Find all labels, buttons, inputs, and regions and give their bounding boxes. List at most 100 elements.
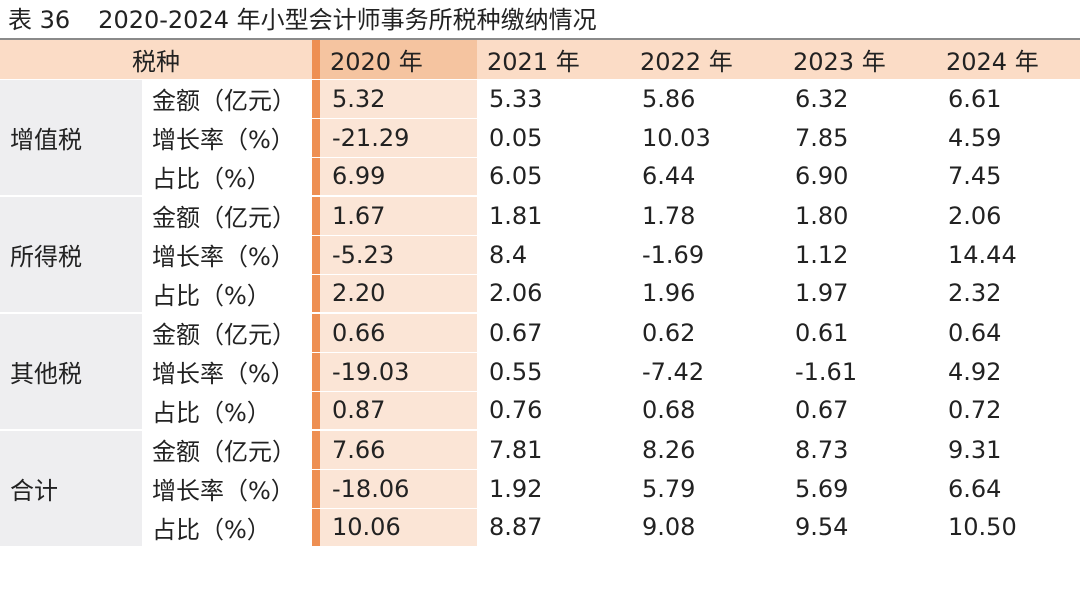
value-cell: 7.85	[783, 118, 936, 158]
metric-cell: 占比（%）	[142, 157, 312, 197]
accent-bar	[312, 118, 320, 158]
metric-cell: 增长率（%）	[142, 469, 312, 509]
table-row: 占比（%） 2.20 2.06 1.96 1.97 2.32	[0, 274, 1080, 314]
table-row: 增长率（%） -19.03 0.55 -7.42 -1.61 4.92	[0, 352, 1080, 392]
value-cell: 10.03	[630, 118, 783, 158]
value-cell: 1.67	[320, 196, 477, 236]
value-cell: 2.32	[936, 274, 1080, 314]
accent-bar	[312, 235, 320, 275]
value-cell: 0.05	[477, 118, 630, 158]
accent-bar	[312, 508, 320, 548]
value-cell: 5.86	[630, 79, 783, 119]
table-number: 表 36	[8, 6, 71, 34]
value-cell: -1.61	[783, 352, 936, 392]
metric-cell: 金额（亿元）	[142, 313, 312, 353]
tax-category-cell: 增值税	[0, 79, 142, 197]
value-cell: 0.55	[477, 352, 630, 392]
value-cell: 0.76	[477, 391, 630, 431]
table-row: 增长率（%） -21.29 0.05 10.03 7.85 4.59	[0, 118, 1080, 158]
year-header: 2020 年	[320, 40, 477, 80]
metric-cell: 增长率（%）	[142, 352, 312, 392]
year-header: 2024 年	[936, 40, 1080, 80]
tax-type-header: 税种	[0, 40, 312, 80]
metric-cell: 金额（亿元）	[142, 196, 312, 236]
value-cell: 4.59	[936, 118, 1080, 158]
value-cell: 0.87	[320, 391, 477, 431]
value-cell: 2.06	[936, 196, 1080, 236]
tax-table-container: 税种 2020 年 2021 年 2022 年 2023 年 2024 年 增值…	[0, 40, 1080, 548]
accent-bar	[312, 79, 320, 119]
value-cell: 6.61	[936, 79, 1080, 119]
value-cell: 7.81	[477, 430, 630, 470]
year-header: 2022 年	[630, 40, 783, 80]
value-cell: 6.90	[783, 157, 936, 197]
value-cell: 0.68	[630, 391, 783, 431]
table-title: 2020-2024 年小型会计师事务所税种缴纳情况	[98, 6, 597, 34]
value-cell: -7.42	[630, 352, 783, 392]
value-cell: -19.03	[320, 352, 477, 392]
tax-category-cell: 所得税	[0, 196, 142, 314]
value-cell: 10.50	[936, 508, 1080, 548]
value-cell: 5.79	[630, 469, 783, 509]
value-cell: 1.81	[477, 196, 630, 236]
year-header: 2021 年	[477, 40, 630, 80]
table-row: 占比（%） 10.06 8.87 9.08 9.54 10.50	[0, 508, 1080, 548]
value-cell: 1.97	[783, 274, 936, 314]
value-cell: 0.61	[783, 313, 936, 353]
value-cell: 8.4	[477, 235, 630, 275]
value-cell: -18.06	[320, 469, 477, 509]
table-body: 增值税 金额（亿元） 5.32 5.33 5.86 6.32 6.61 增长率（%） -21.2…	[0, 79, 1080, 548]
value-cell: 8.73	[783, 430, 936, 470]
value-cell: 0.66	[320, 313, 477, 353]
table-row: 增值税 金额（亿元） 5.32 5.33 5.86 6.32 6.61	[0, 79, 1080, 197]
table-row: 增长率（%） -18.06 1.92 5.79 5.69 6.64	[0, 469, 1080, 509]
accent-bar	[312, 430, 320, 470]
value-cell: 7.45	[936, 157, 1080, 197]
accent-bar	[312, 352, 320, 392]
value-cell: 1.78	[630, 196, 783, 236]
value-cell: 1.80	[783, 196, 936, 236]
table-row: 占比（%） 6.99 6.05 6.44 6.90 7.45	[0, 157, 1080, 197]
year-header: 2023 年	[783, 40, 936, 80]
value-cell: 1.92	[477, 469, 630, 509]
accent-bar	[312, 274, 320, 314]
metric-cell: 占比（%）	[142, 508, 312, 548]
value-cell: 6.32	[783, 79, 936, 119]
table-row: 占比（%） 0.87 0.76 0.68 0.67 0.72	[0, 391, 1080, 431]
value-cell: -21.29	[320, 118, 477, 158]
accent-bar	[312, 157, 320, 197]
value-cell: 2.06	[477, 274, 630, 314]
accent-bar	[312, 313, 320, 353]
value-cell: 0.64	[936, 313, 1080, 353]
value-cell: 5.32	[320, 79, 477, 119]
value-cell: -1.69	[630, 235, 783, 275]
value-cell: 9.31	[936, 430, 1080, 470]
metric-cell: 占比（%）	[142, 391, 312, 431]
table-caption: 表 36 2020-2024 年小型会计师事务所税种缴纳情况	[0, 0, 1080, 40]
value-cell: 0.72	[936, 391, 1080, 431]
value-cell: 0.67	[477, 313, 630, 353]
value-cell: 1.12	[783, 235, 936, 275]
value-cell: 4.92	[936, 352, 1080, 392]
metric-cell: 金额（亿元）	[142, 430, 312, 470]
metric-cell: 金额（亿元）	[142, 79, 312, 119]
value-cell: 5.69	[783, 469, 936, 509]
metric-cell: 增长率（%）	[142, 118, 312, 158]
value-cell: 6.99	[320, 157, 477, 197]
table-row: 所得税 金额（亿元） 1.67 1.81 1.78 1.80 2.06	[0, 196, 1080, 314]
accent-bar	[312, 196, 320, 236]
value-cell: 0.62	[630, 313, 783, 353]
value-cell: 10.06	[320, 508, 477, 548]
header-row: 税种 2020 年 2021 年 2022 年 2023 年 2024 年	[0, 40, 1080, 80]
value-cell: 6.05	[477, 157, 630, 197]
value-cell: 9.08	[630, 508, 783, 548]
value-cell: 9.54	[783, 508, 936, 548]
table-row: 其他税 金额（亿元） 0.66 0.67 0.62 0.61 0.64	[0, 313, 1080, 431]
value-cell: 8.26	[630, 430, 783, 470]
value-cell: 1.96	[630, 274, 783, 314]
value-cell: 0.67	[783, 391, 936, 431]
tax-table: 税种 2020 年 2021 年 2022 年 2023 年 2024 年 增值…	[0, 40, 1080, 548]
value-cell: 7.66	[320, 430, 477, 470]
value-cell: 6.64	[936, 469, 1080, 509]
accent-bar	[312, 40, 320, 80]
